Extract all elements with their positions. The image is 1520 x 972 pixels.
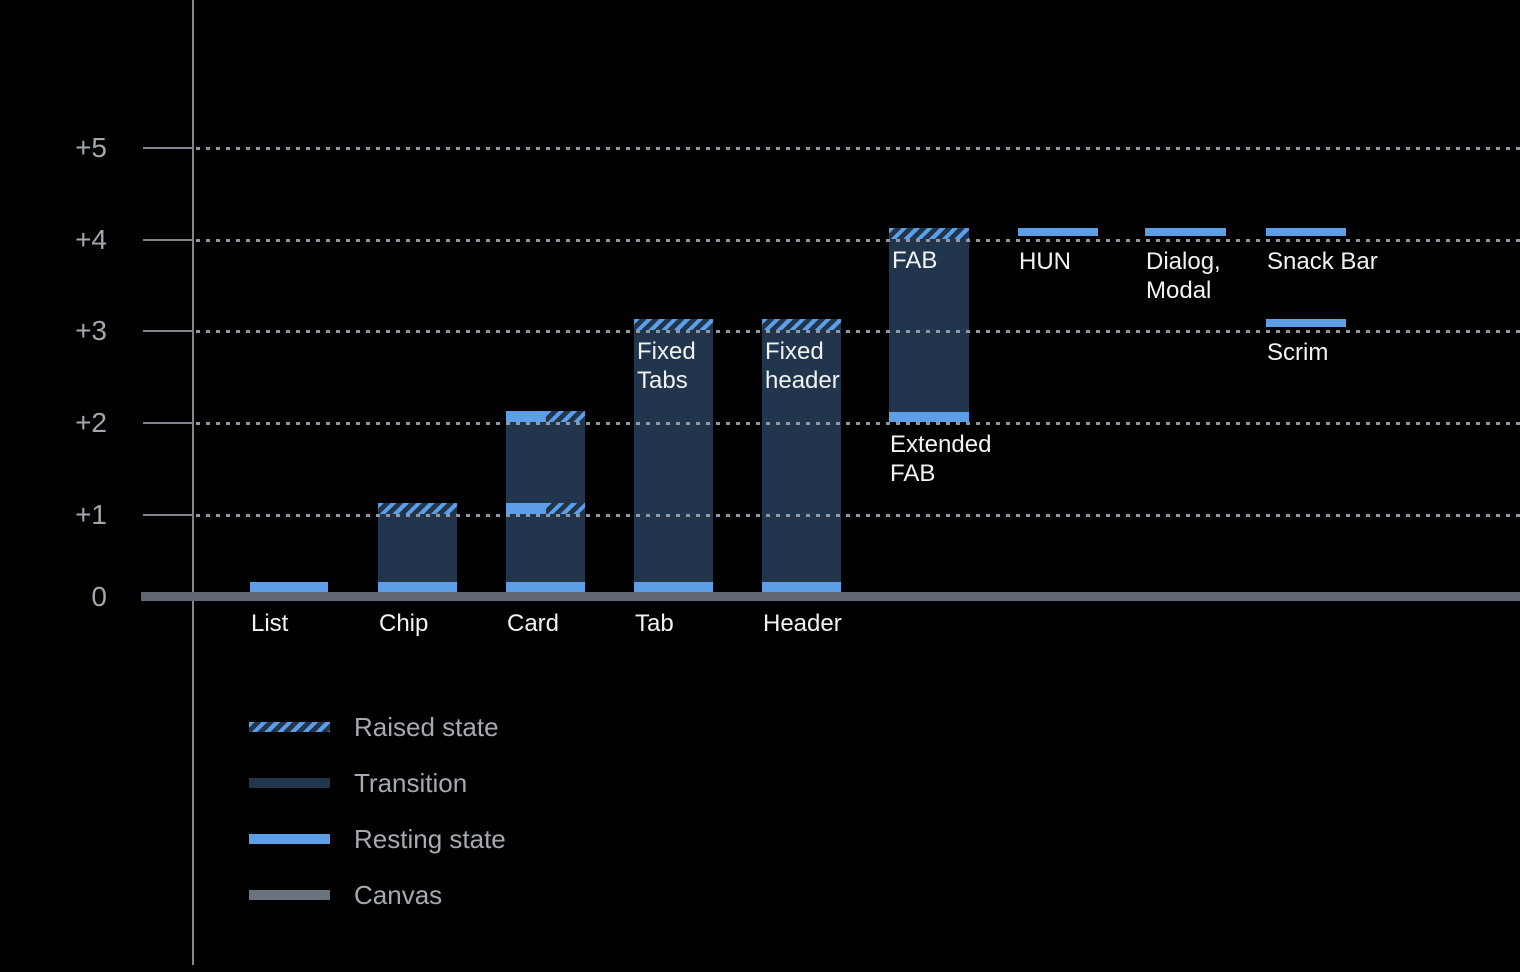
category-label-chip: Chip: [379, 610, 429, 637]
canvas-baseline: [141, 592, 1520, 601]
bar-chip-body: [378, 503, 457, 592]
bar-card-resting-band: [506, 582, 585, 592]
bar-header-raised-band: [762, 319, 841, 330]
bar-tab-body: [634, 319, 713, 592]
legend-label-rest: Resting state: [354, 824, 506, 854]
bar-tab-resting-band: [634, 582, 713, 592]
below-label-dialog-modal: Dialog, Modal: [1146, 248, 1221, 304]
bar-dialog-modal-resting-band: [1145, 228, 1226, 236]
bar-tab-raised-band: [634, 319, 713, 330]
y-axis-line: [192, 0, 194, 965]
bar-card-mid1-raised-band: [546, 503, 585, 514]
y-axis-label-3: +3: [75, 315, 107, 346]
bar-card-mid1-resting-band: [506, 503, 546, 514]
y-axis-label-5: +5: [75, 132, 107, 163]
bar-hun-resting-band: [1018, 228, 1098, 236]
legend-label-transition: Transition: [354, 768, 468, 798]
below-label-hun: HUN: [1019, 248, 1071, 275]
inner-label-extended-fab: FAB: [892, 247, 938, 274]
bar-extended-fab-resting-band: [889, 412, 969, 422]
bar-extended-fab-body: [889, 228, 969, 422]
legend-swatch-rest: [249, 834, 330, 844]
category-label-card: Card: [507, 610, 560, 637]
axis-tick: [143, 330, 192, 332]
legend-swatch-canvas: [249, 890, 330, 900]
category-label-tab: Tab: [635, 610, 674, 637]
axis-tick: [143, 422, 192, 424]
bar-header-body: [762, 319, 841, 592]
axis-tick: [143, 514, 192, 516]
y-axis-label-0: 0: [91, 581, 107, 612]
bar-card-resting-band: [506, 411, 546, 422]
bar-card-body: [506, 411, 585, 592]
axis-tick: [143, 147, 192, 149]
bar-snack-bar-resting-band: [1266, 228, 1346, 236]
y-axis-label-2: +2: [75, 407, 107, 438]
below-label-extended-fab: Extended FAB: [890, 431, 992, 487]
category-label-header: Header: [763, 610, 842, 637]
bar-extended-fab-raised-band: [889, 228, 969, 239]
legend-label-hatch: Raised state: [354, 712, 499, 742]
gridline-2: [196, 422, 1520, 425]
y-axis-label-4: +4: [75, 224, 107, 255]
bar-scrim-resting-band: [1266, 319, 1346, 327]
category-label-list: List: [251, 610, 289, 637]
y-axis-label-1: +1: [75, 499, 107, 530]
below-label-snack-bar: Snack Bar: [1267, 248, 1378, 275]
bar-chip-raised-band: [378, 503, 457, 514]
gridline-1: [196, 514, 1520, 517]
bar-list-resting-band: [250, 582, 328, 592]
gridline-5: [196, 147, 1520, 150]
inner-label-header: Fixed header: [765, 338, 840, 394]
gridline-4: [196, 239, 1520, 242]
bar-header-resting-band: [762, 582, 841, 592]
axis-tick: [143, 239, 192, 241]
bar-chip-resting-band: [378, 582, 457, 592]
inner-label-tab: Fixed Tabs: [637, 338, 696, 394]
legend-swatch-hatch: [249, 722, 330, 732]
below-label-scrim: Scrim: [1267, 339, 1329, 366]
bar-card-raised-band: [546, 411, 585, 422]
legend-swatch-transition: [249, 778, 330, 788]
legend-label-canvas: Canvas: [354, 880, 443, 910]
gridline-3: [196, 330, 1520, 333]
